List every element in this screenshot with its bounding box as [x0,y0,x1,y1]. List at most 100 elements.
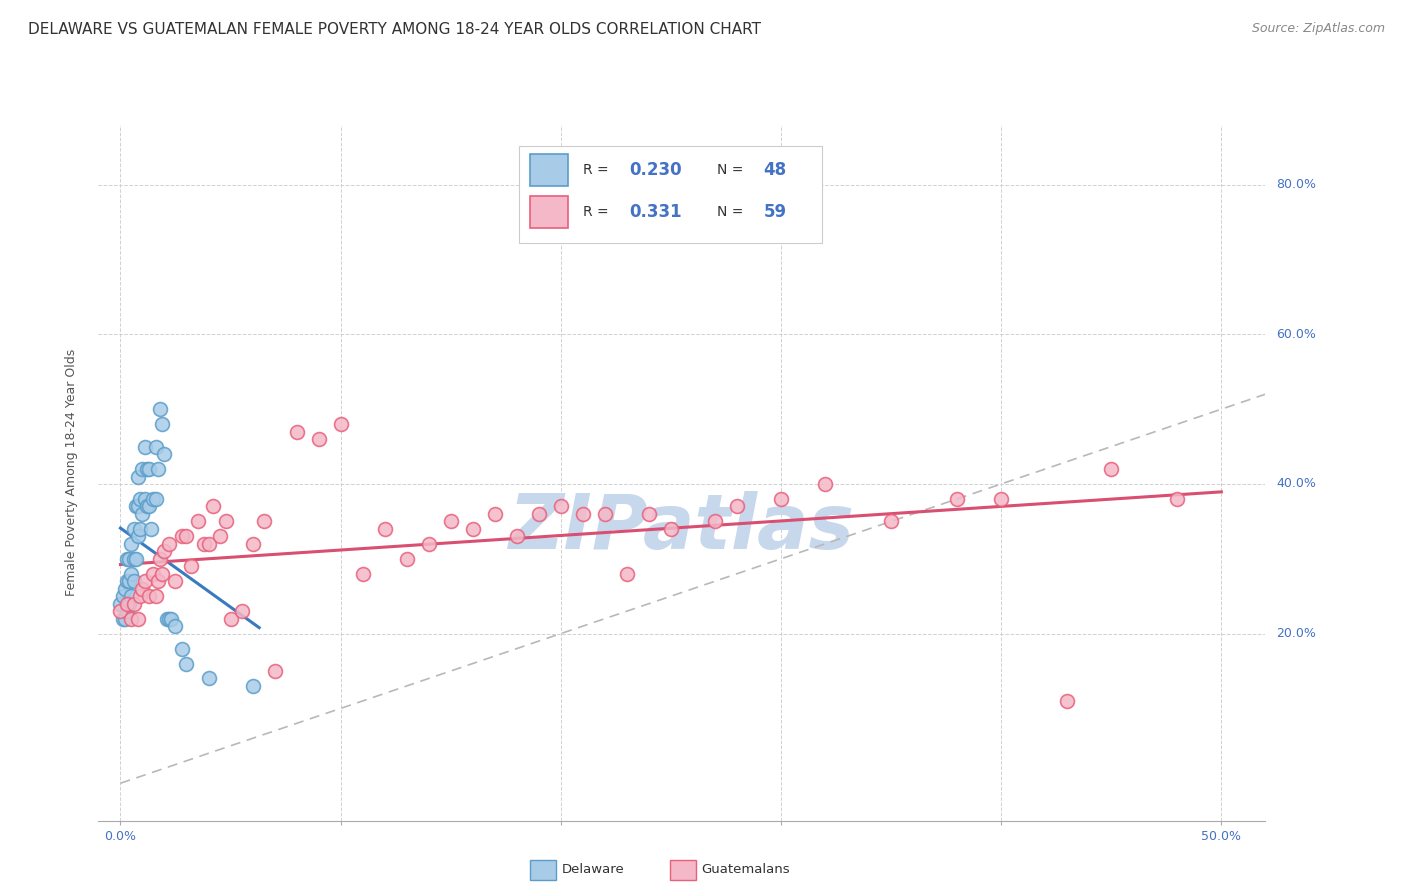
Point [135,462,157,476]
Text: ZIPatlas: ZIPatlas [509,491,855,566]
Text: 48: 48 [763,161,787,179]
Point [186,515,208,529]
Bar [530,154,568,186]
Point [157,612,180,626]
Point [149,551,172,566]
Text: N =: N = [717,205,748,219]
Point [160,612,183,626]
Text: R =: R = [582,205,613,219]
Text: 20.0%: 20.0% [1277,627,1316,640]
Text: 0.230: 0.230 [630,161,682,179]
Point [263,664,285,678]
Text: 80.0%: 80.0% [1277,178,1316,191]
Point [142,566,165,581]
Point [329,417,352,431]
Point [461,522,484,536]
Point [115,597,138,611]
Point [127,529,149,543]
Point [157,537,180,551]
Point [131,462,153,476]
Point [120,537,142,551]
Point [146,462,169,476]
Point [150,417,173,431]
Point [197,537,219,551]
Point [138,500,160,514]
Point [352,566,374,581]
Point [120,612,142,626]
Text: R =: R = [582,163,613,178]
Point [208,529,231,543]
Point [122,522,145,536]
Point [110,604,132,618]
Point [118,574,141,589]
Y-axis label: Female Poverty Among 18-24 Year Olds: Female Poverty Among 18-24 Year Olds [65,349,77,597]
Point [110,597,132,611]
Point [769,491,792,506]
Point [308,432,330,446]
Point [990,491,1012,506]
Point [176,529,198,543]
Point [1099,462,1122,476]
Point [659,522,682,536]
Point [145,440,167,454]
Point [193,537,215,551]
Point [134,491,156,506]
Text: Source: ZipAtlas.com: Source: ZipAtlas.com [1251,22,1385,36]
Text: 60.0%: 60.0% [1277,328,1316,341]
Point [219,612,242,626]
Point [120,589,142,603]
Point [118,597,141,611]
Point [115,604,138,618]
Point [138,589,160,603]
Point [440,515,463,529]
Point [150,566,173,581]
Point [135,500,157,514]
Point [638,507,661,521]
Point [131,507,153,521]
Point [180,559,202,574]
Point [127,500,149,514]
Point [484,507,506,521]
Point [242,537,264,551]
Point [111,612,134,626]
Point [114,582,136,596]
Point [134,574,156,589]
Point [703,515,725,529]
Point [725,500,748,514]
Point [111,589,134,603]
Point [593,507,616,521]
Point [145,589,167,603]
Point [122,597,145,611]
Point [134,440,156,454]
Point [114,612,136,626]
Point [129,522,152,536]
Point [122,551,145,566]
Point [172,529,194,543]
Point [142,491,165,506]
Point [141,522,163,536]
Point [946,491,969,506]
Point [880,515,903,529]
Point [252,515,274,529]
Bar [530,860,555,880]
Point [115,551,138,566]
Point [125,500,148,514]
Point [172,641,194,656]
Point [165,619,187,633]
Point [127,612,149,626]
Text: 59: 59 [763,202,787,221]
Point [131,582,153,596]
Point [129,589,152,603]
FancyBboxPatch shape [519,145,823,244]
Point [127,469,149,483]
Point [1166,491,1188,506]
Point [550,500,572,514]
Point [231,604,253,618]
Point [153,544,176,558]
Point [146,574,169,589]
Point [115,574,138,589]
Point [120,566,142,581]
Text: 0.331: 0.331 [630,202,682,221]
Point [165,574,187,589]
Point [118,551,141,566]
